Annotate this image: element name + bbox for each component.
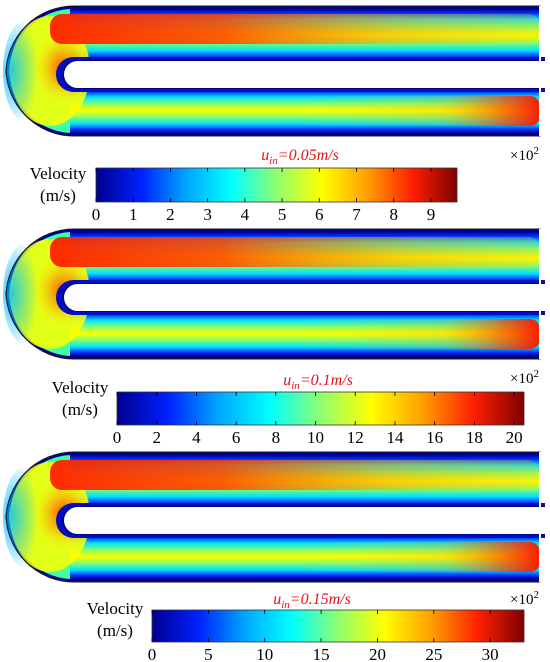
colorbar-tick-label: 5	[278, 205, 287, 224]
inlet-velocity-symbol: u	[283, 372, 291, 389]
colorbar-tick-label: 15	[313, 645, 330, 662]
inlet-velocity-label: uin=0.1m/s	[283, 372, 353, 392]
colorbar-tick-label: 4	[192, 428, 201, 447]
u-channel-contour	[3, 451, 546, 583]
colorbar-tick-label: 4	[241, 205, 250, 224]
colorbar-tick-label: 6	[315, 205, 324, 224]
colorbar-tick-label: 30	[482, 645, 499, 662]
inlet-velocity-value: =0.15m/s	[290, 591, 351, 608]
inlet-velocity-symbol: u	[273, 591, 281, 608]
colorbar-tick-label: 2	[152, 428, 161, 447]
inlet-velocity-value: =0.05m/s	[278, 147, 339, 164]
colorbar-title: Velocity	[30, 164, 87, 183]
colorbar-tick-label: 16	[426, 428, 443, 447]
inlet-velocity-label: uin=0.05m/s	[261, 147, 339, 167]
colorbar-title: Velocity	[52, 378, 109, 397]
colorbar-tick-label: 20	[506, 428, 523, 447]
inlet-velocity-subscript: in	[291, 380, 300, 392]
colorbar-tick-label: 25	[425, 645, 442, 662]
colorbar-tick-label: 8	[272, 428, 281, 447]
colorbar-unit: (m/s)	[97, 621, 133, 640]
colorbar-tick-label: 6	[232, 428, 241, 447]
colorbar-title: Velocity	[87, 599, 144, 618]
colorbar-tick-label: 3	[203, 205, 212, 224]
colorbar	[95, 167, 458, 203]
panel-1: uin=0.05m/s ×102 Velocity (m/s) 0 1 2 3 4 5 6 7 8 9	[3, 5, 546, 224]
inlet-velocity-symbol: u	[261, 147, 269, 164]
inlet-velocity-subscript: in	[269, 155, 278, 167]
colorbar-unit: (m/s)	[62, 400, 98, 419]
colorbar-tick-label: 9	[427, 205, 436, 224]
inlet-velocity-label: uin=0.15m/s	[273, 591, 351, 611]
colorbar-tick-label: 18	[466, 428, 483, 447]
colorbar-tick-label: 12	[347, 428, 364, 447]
colorbar-tick-label: 10	[307, 428, 324, 447]
colorbar-tick-label: 0	[113, 428, 122, 447]
panel-2: uin=0.1m/s ×102 Velocity (m/s) 0 2 4 6 8 10 12 14 16…	[3, 228, 546, 447]
u-channel-contour	[3, 5, 546, 137]
colorbar-tick-label: 0	[148, 645, 157, 662]
colorbar	[151, 609, 525, 643]
colorbar-tick-label: 2	[166, 205, 175, 224]
colorbar	[116, 391, 525, 426]
panel-3: uin=0.15m/s ×102 Velocity (m/s) 0 5 10 15 20 25 30	[3, 451, 546, 662]
scale-multiplier: ×102	[510, 145, 539, 164]
scale-multiplier: ×102	[510, 589, 539, 608]
inlet-velocity-value: =0.1m/s	[300, 372, 353, 389]
inlet-velocity-subscript: in	[281, 599, 290, 611]
colorbar-tick-label: 8	[389, 205, 398, 224]
colorbar-tick-label: 10	[256, 645, 273, 662]
colorbar-tick-label: 14	[386, 428, 404, 447]
colorbar-tick-label: 7	[352, 205, 361, 224]
colorbar-tick-label: 0	[92, 205, 101, 224]
colorbar-unit: (m/s)	[40, 186, 76, 205]
u-channel-contour	[3, 228, 546, 360]
colorbar-tick-label: 20	[369, 645, 386, 662]
colorbar-tick-label: 1	[129, 205, 138, 224]
colorbar-tick-label: 5	[204, 645, 213, 662]
scale-multiplier: ×102	[510, 368, 539, 387]
